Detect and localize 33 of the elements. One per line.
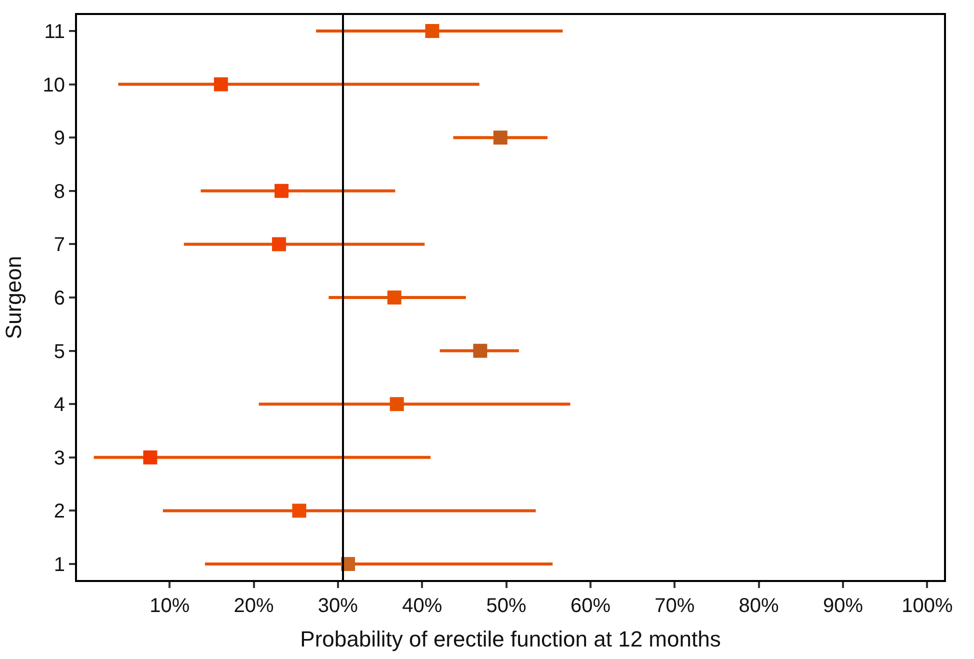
point	[274, 184, 289, 198]
x-tick-label: 100%	[902, 595, 953, 617]
x-tick-label: 90%	[822, 595, 864, 617]
x-tick-label: 80%	[738, 595, 780, 617]
x-tick-label: 60%	[570, 595, 611, 617]
x-tick-label: 70%	[654, 595, 695, 617]
y-tick-label: 5	[54, 340, 65, 363]
point	[493, 130, 508, 145]
y-axis-title: Surgeon	[1, 256, 26, 340]
point	[292, 504, 306, 518]
x-tick-label: 40%	[402, 595, 442, 617]
x-tick-label: 20%	[234, 595, 274, 617]
point	[425, 24, 440, 38]
y-tick-label: 8	[54, 180, 65, 203]
y-tick-label: 7	[54, 234, 65, 256]
x-tick-label: 50%	[486, 595, 527, 617]
y-tick-label: 3	[54, 447, 65, 470]
y-tick-label: 10	[42, 74, 65, 96]
y-tick-label: 1	[54, 554, 65, 576]
x-tick-label: 30%	[318, 595, 358, 617]
point	[272, 237, 286, 252]
y-tick-label: 6	[54, 288, 65, 310]
x-tick-label: 10%	[150, 595, 190, 617]
x-axis-title: Probability of erectile function at 12 months	[300, 626, 721, 652]
point	[473, 344, 488, 358]
point	[143, 450, 158, 464]
y-tick-label: 9	[54, 128, 65, 150]
point	[214, 77, 228, 92]
y-tick-label: 11	[44, 20, 65, 43]
point	[390, 397, 404, 412]
y-tick-label: 2	[54, 500, 65, 523]
y-tick-label: 4	[54, 394, 65, 416]
point	[387, 290, 402, 304]
